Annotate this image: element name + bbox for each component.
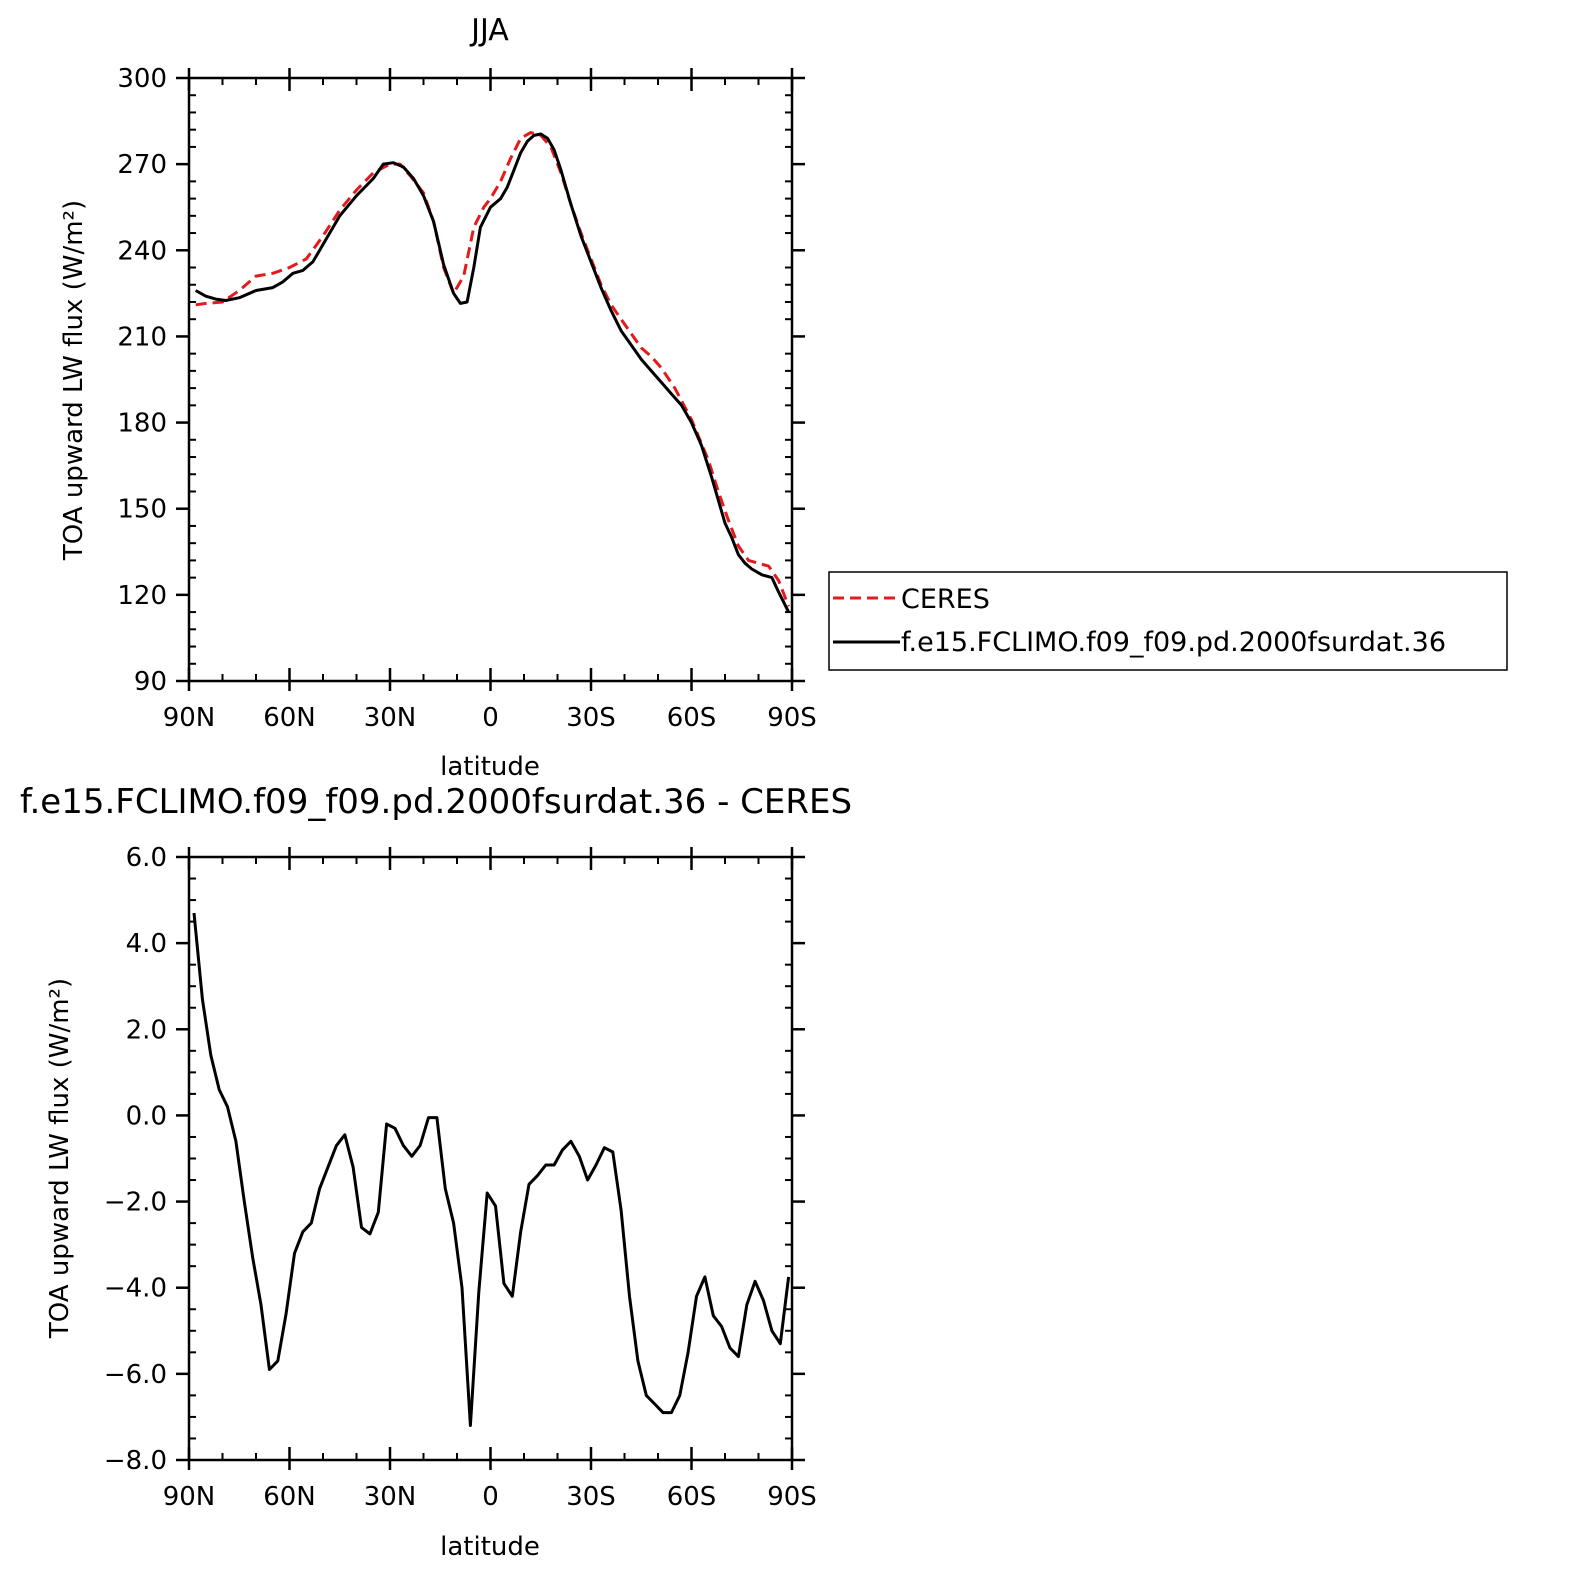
- bottom-x-tick-label: 60S: [667, 1482, 717, 1512]
- top-chart-title: JJA: [469, 13, 509, 48]
- bottom-series-line-model: [192, 912, 791, 1427]
- bottom-x-axis-label: latitude: [440, 1532, 540, 1562]
- top-y-tick-label: 90: [134, 667, 167, 697]
- top-x-tick-label: 60S: [667, 703, 717, 733]
- top-axes: 90N 60N 30N 0 30S 60S 90S 90 120 150 180 210 240 270 3…: [117, 64, 816, 733]
- bottom-y-tick-label: 4.0: [126, 929, 167, 959]
- top-plot-frame: [187, 76, 794, 683]
- bottom-y-tick-label: −6.0: [104, 1360, 167, 1390]
- top-plot-lines: [194, 131, 790, 613]
- top-y-tick-label: 180: [117, 409, 167, 439]
- top-x-tick-label: 90N: [163, 703, 216, 733]
- bottom-panel: f.e15.FCLIMO.f09_f09.pd.2000fsurdat.36 -…: [20, 782, 852, 1562]
- top-y-tick-label: 240: [117, 236, 167, 266]
- top-series-line-ceres: [195, 131, 790, 607]
- top-y-tick-label: 150: [117, 495, 167, 525]
- bottom-y-tick-label: 6.0: [126, 843, 167, 873]
- legend: CERES f.e15.FCLIMO.f09_f09.pd.2000fsurda…: [828, 571, 1508, 671]
- bottom-y-tick-label: −8.0: [104, 1446, 167, 1476]
- bottom-y-tick-label: 0.0: [126, 1101, 167, 1131]
- bottom-x-tick-label: 0: [482, 1482, 499, 1512]
- bottom-axes: 90N 60N 30N 0 30S 60S 90S −8.0 −6.0 −4.0 −2.0 0.0 2.…: [104, 843, 817, 1512]
- bottom-plot-frame: [187, 855, 794, 1462]
- legend-label-ceres: CERES: [901, 584, 990, 615]
- bottom-y-tick-label: −4.0: [104, 1274, 167, 1304]
- bottom-x-tick-label: 90N: [163, 1482, 216, 1512]
- top-y-tick-label: 210: [117, 322, 167, 352]
- top-x-tick-label: 30S: [566, 703, 616, 733]
- top-panel: JJA 90N 60N 30N 0 30S 60S 90S 90 120 150 180 210 240…: [59, 13, 1508, 782]
- bottom-y-axis-label: TOA upward LW flux (W/m²): [45, 978, 75, 1339]
- bottom-y-tick-label: −2.0: [104, 1188, 167, 1218]
- bottom-x-tick-label: 60N: [263, 1482, 316, 1512]
- bottom-y-tick-label: 2.0: [126, 1015, 167, 1045]
- top-y-axis-label: TOA upward LW flux (W/m²): [59, 200, 89, 561]
- top-y-tick-label: 120: [117, 581, 167, 611]
- top-x-tick-label: 90S: [767, 703, 817, 733]
- top-x-tick-label: 60N: [263, 703, 316, 733]
- top-series-line-model: [194, 132, 790, 613]
- bottom-x-tick-label: 30N: [364, 1482, 417, 1512]
- bottom-chart-title: f.e15.FCLIMO.f09_f09.pd.2000fsurdat.36 -…: [20, 782, 852, 822]
- top-y-tick-label: 270: [117, 150, 167, 180]
- bottom-plot-lines: [192, 912, 791, 1427]
- legend-label-model: f.e15.FCLIMO.f09_f09.pd.2000fsurdat.36: [901, 627, 1446, 658]
- top-x-axis-label: latitude: [440, 752, 540, 782]
- top-y-tick-label: 300: [117, 64, 167, 94]
- legend-box: [828, 571, 1508, 671]
- top-x-tick-label: 30N: [364, 703, 417, 733]
- bottom-x-tick-label: 90S: [767, 1482, 817, 1512]
- top-x-tick-label: 0: [482, 703, 499, 733]
- bottom-x-tick-label: 30S: [566, 1482, 616, 1512]
